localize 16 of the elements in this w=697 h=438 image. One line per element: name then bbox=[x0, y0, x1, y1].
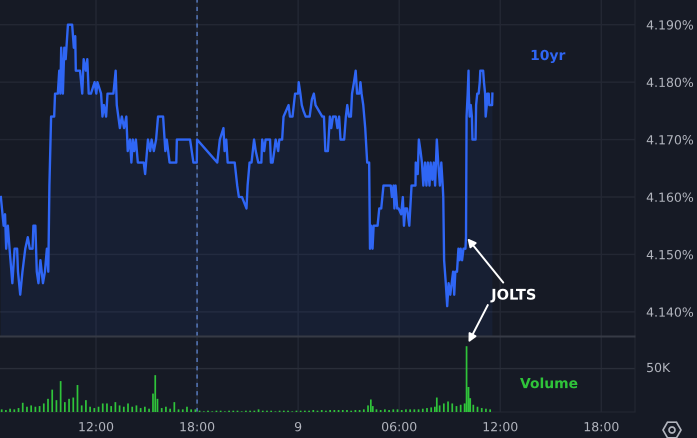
x-tick-label: 18:00 bbox=[584, 422, 618, 432]
y-tick-label: 4.150% bbox=[646, 250, 694, 260]
y-tick-label: 4.170% bbox=[646, 135, 694, 144]
x-tick-label: 06:00 bbox=[382, 422, 416, 432]
y-tick-label: 4.140% bbox=[646, 307, 694, 317]
x-tick-label: 9 bbox=[294, 422, 302, 432]
ref-line-label: 50K bbox=[647, 362, 670, 372]
text: 10yr bbox=[532, 50, 566, 64]
y-tick-label: 4.190% bbox=[646, 20, 694, 30]
y-tick-label: 4.160% bbox=[646, 192, 694, 202]
x-tick-label: 18:00 bbox=[180, 422, 214, 432]
x-tick-label: 12:00 bbox=[484, 422, 518, 432]
y-tick-label: 4.180% bbox=[646, 78, 694, 88]
x-tick-label: 12:00 bbox=[79, 422, 114, 432]
annotation: JOLTS bbox=[490, 288, 536, 302]
text: Volume bbox=[520, 378, 578, 388]
